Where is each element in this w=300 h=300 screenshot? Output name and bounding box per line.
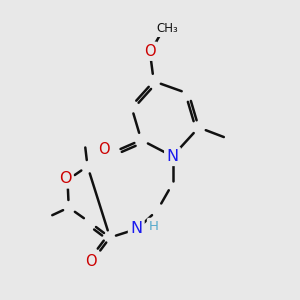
Text: O: O xyxy=(144,44,156,59)
Text: N: N xyxy=(167,149,178,164)
Text: H: H xyxy=(149,220,159,233)
Text: O: O xyxy=(98,142,109,158)
Text: O: O xyxy=(59,171,71,186)
Text: N: N xyxy=(130,221,142,236)
Text: O: O xyxy=(85,254,97,269)
Text: CH₃: CH₃ xyxy=(157,22,178,35)
